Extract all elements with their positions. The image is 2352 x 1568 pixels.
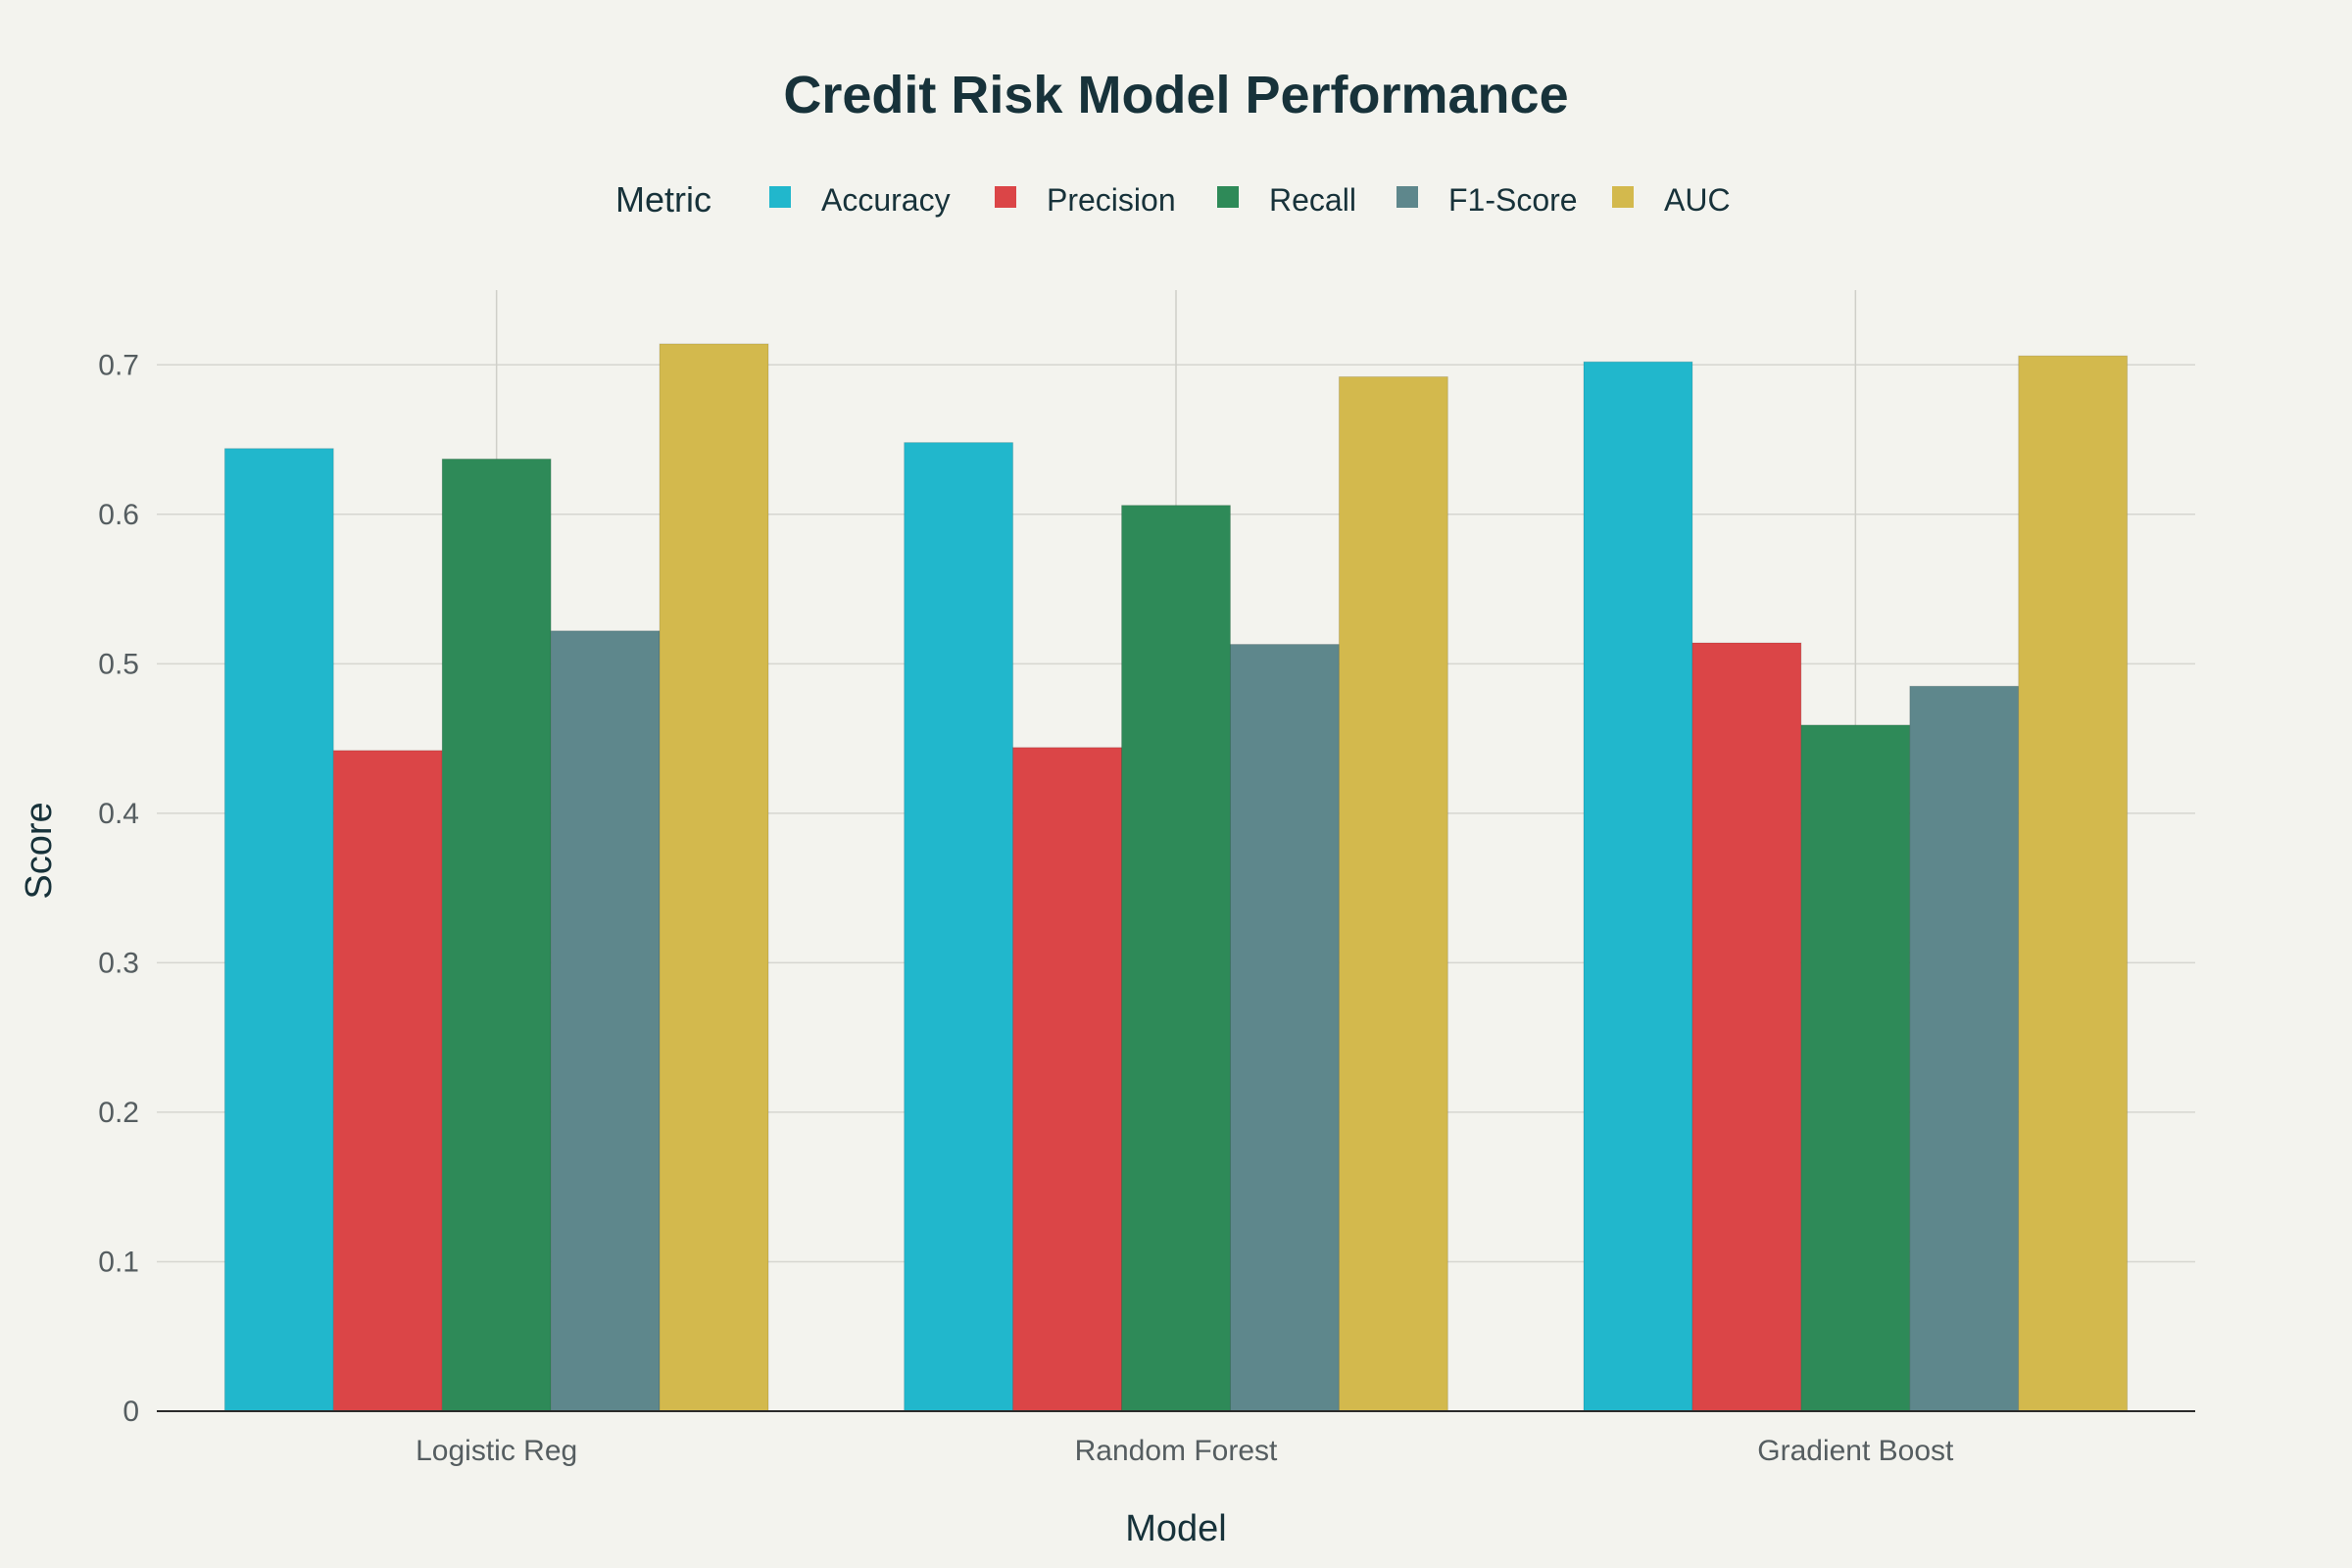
legend-swatch <box>1396 186 1418 208</box>
legend-swatch <box>995 186 1016 208</box>
y-tick-label: 0.1 <box>98 1246 139 1278</box>
bar-recall <box>441 458 552 1412</box>
legend-swatch <box>1217 186 1239 208</box>
bar-accuracy <box>904 442 1014 1412</box>
legend-item-label: Precision <box>1047 182 1176 218</box>
legend-item-label: F1-Score <box>1448 182 1578 218</box>
bar-f1-score <box>1909 685 2020 1412</box>
bar-recall <box>1121 505 1231 1412</box>
bar-accuracy <box>223 448 334 1412</box>
y-tick-label: 0 <box>122 1396 139 1428</box>
y-tick-label: 0.7 <box>98 349 139 381</box>
bar-f1-score <box>1229 644 1340 1412</box>
legend-item-label: Accuracy <box>821 182 951 218</box>
bar-precision <box>1691 642 1802 1412</box>
bar-f1-score <box>550 630 661 1412</box>
legend: Metric Accuracy Precision Recall F1-Score AU… <box>615 179 1731 220</box>
bar-auc <box>1338 375 1448 1412</box>
bar-recall <box>1800 724 1911 1412</box>
x-axis-title: Model <box>1125 1508 1227 1549</box>
bar-auc <box>2018 355 2129 1412</box>
bar-accuracy <box>1583 361 1693 1412</box>
x-tick-label: Random Forest <box>1075 1435 1278 1467</box>
y-tick-label: 0.3 <box>98 947 139 979</box>
bar-precision <box>1012 747 1123 1412</box>
legend-swatch <box>769 186 791 208</box>
y-tick-label: 0.5 <box>98 648 139 680</box>
y-tick-label: 0.2 <box>98 1097 139 1129</box>
x-tick-label: Gradient Boost <box>1757 1435 1954 1467</box>
y-tick-label: 0.4 <box>98 798 139 830</box>
bars <box>223 343 2129 1412</box>
tick-labels: 0 0.1 0.2 0.3 0.4 0.5 0.6 0.7 Logistic Reg Random… <box>98 349 1954 1467</box>
y-tick-label: 0.6 <box>98 499 139 531</box>
y-axis-title: Score <box>19 802 60 899</box>
legend-swatch <box>1612 186 1634 208</box>
bar-precision <box>332 750 443 1412</box>
legend-item-label: Recall <box>1269 182 1356 218</box>
x-tick-label: Logistic Reg <box>416 1435 577 1467</box>
legend-title: Metric <box>615 179 711 220</box>
chart-title: Credit Risk Model Performance <box>783 66 1568 124</box>
legend-item-label: AUC <box>1664 182 1731 218</box>
bar-auc <box>659 343 769 1412</box>
